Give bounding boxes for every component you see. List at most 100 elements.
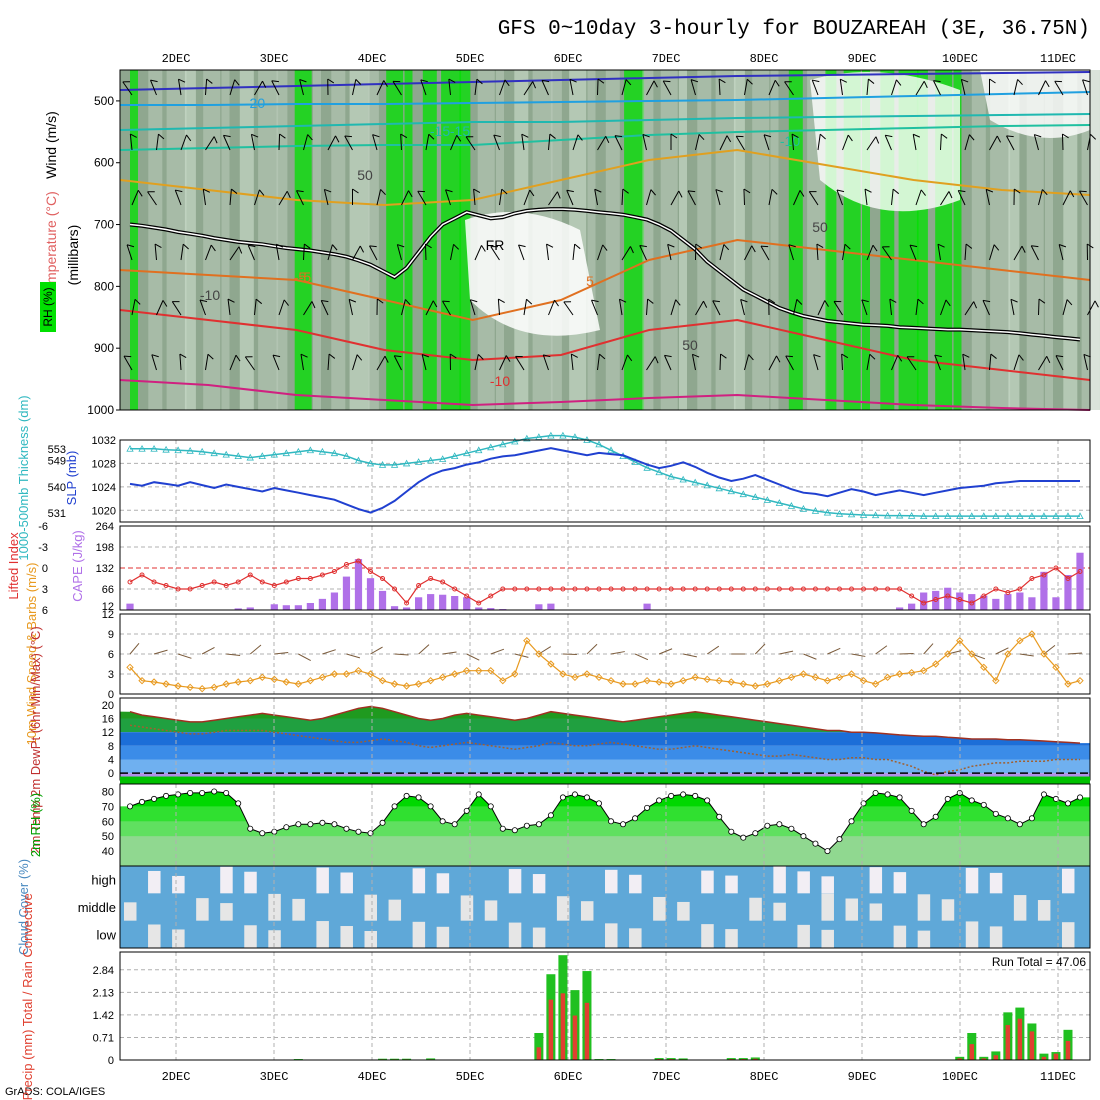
wind-barb — [274, 652, 289, 655]
wind-barb — [909, 244, 918, 261]
rh-shading — [386, 70, 404, 410]
wind-barb-shaft — [154, 244, 157, 261]
wind-barb — [1061, 133, 1069, 151]
wind-barb-shaft — [791, 134, 794, 151]
cape-bar — [282, 605, 290, 610]
wind-barb-flag — [917, 298, 924, 305]
wind-barb — [229, 354, 241, 371]
rh-marker — [487, 803, 494, 810]
date-label-bottom: 10DEC — [942, 1070, 978, 1084]
li-marker — [440, 579, 446, 585]
wind-barb-flag — [348, 298, 357, 303]
wind-barb-shaft — [303, 243, 305, 261]
wind-barb-shaft — [542, 354, 549, 371]
wind-barb-flag — [425, 243, 432, 249]
wind-speed-marker — [1028, 630, 1036, 638]
rh-marker — [343, 825, 350, 832]
wind-barb-flag — [276, 243, 284, 248]
wind-barb — [474, 245, 486, 261]
wind-barb-flag — [663, 80, 671, 83]
wind-barb-flag — [864, 188, 872, 193]
slp-tick-label: 1028 — [92, 458, 116, 470]
wind-barb — [851, 653, 866, 657]
wind-barb — [634, 653, 649, 661]
wind-barb-shaft — [474, 79, 478, 96]
wind-barb — [521, 133, 529, 151]
rh-tick-label: 70 — [102, 801, 114, 813]
wind-barb-flag — [933, 80, 941, 83]
wind-barb-shaft — [740, 299, 745, 316]
wind-barb-flag — [355, 79, 362, 85]
thickness-marker — [595, 440, 603, 448]
wind-barb-flag — [554, 299, 559, 307]
precip-convective-bar — [1005, 1025, 1011, 1060]
wind-barb-flag — [251, 133, 259, 138]
wind-barb — [1013, 354, 1024, 371]
rh-shading — [788, 70, 803, 410]
wind-barb-flag — [920, 189, 926, 196]
wind-barb — [201, 646, 215, 655]
wind-barb — [542, 354, 551, 371]
wind-barb — [841, 353, 849, 371]
wind-barb-shaft — [719, 353, 722, 371]
wind-barb — [619, 298, 627, 316]
wind-barb — [1038, 80, 1050, 96]
cloud-fill — [292, 898, 305, 921]
precip-convective-bar — [1017, 1018, 1023, 1060]
rh-shading — [331, 70, 346, 410]
wind-barb — [420, 79, 428, 96]
wind-barb — [933, 80, 941, 96]
wind-barb — [891, 354, 903, 371]
wind-barb-shaft — [303, 134, 309, 151]
wind-barb — [179, 353, 187, 371]
wind-barb-shaft — [493, 134, 500, 151]
cape-bar — [487, 608, 495, 610]
thickness-marker — [703, 481, 711, 489]
wind-barb-flag — [748, 354, 754, 361]
wind-barb-flag — [307, 134, 313, 141]
wind-barb — [995, 647, 1009, 655]
rh-marker — [559, 794, 566, 801]
rh-marker — [752, 830, 759, 837]
wind-barb-flag — [172, 301, 180, 303]
wind-barb — [548, 191, 561, 206]
wind-speed-marker — [475, 666, 483, 675]
wind-barb — [842, 243, 851, 261]
precip-panel: 0 0.71 1.42 2.13 2.84 Run Total = 47.06 3hr Pr… — [20, 893, 1091, 1100]
li-marker — [969, 600, 975, 606]
wind-barb-flag — [541, 79, 550, 83]
date-label-top: 9DEC — [848, 52, 877, 66]
wind-barb — [272, 354, 281, 371]
wind-barb — [344, 135, 353, 151]
wind-barb-flag — [328, 353, 336, 359]
wind-barb-flag — [1046, 356, 1051, 364]
pressure-tick-label: 800 — [94, 279, 114, 293]
wind-barb-flag — [380, 189, 386, 196]
li-marker — [1065, 576, 1071, 581]
wind-barb — [670, 299, 681, 316]
rh-marker — [211, 788, 218, 795]
wind-barb-shaft — [1013, 245, 1023, 261]
wind-barb-flag — [505, 355, 511, 362]
li-marker — [740, 586, 746, 592]
wind-barb — [788, 244, 796, 261]
wind-barb — [884, 134, 893, 151]
wind-barb — [763, 134, 772, 151]
wind-barb — [712, 300, 721, 316]
li-marker — [223, 583, 229, 588]
li-marker — [993, 586, 999, 592]
thickness-marker — [932, 512, 940, 520]
cape-tick-label: 264 — [96, 521, 114, 533]
wind-barb — [174, 189, 183, 206]
date-label-top: 4DEC — [358, 52, 387, 66]
rh-shading — [367, 70, 379, 410]
wind-barb-shaft — [861, 299, 868, 316]
wind-barb-flag — [993, 244, 1000, 251]
wind-barb-flag — [889, 298, 897, 303]
wind-barb-flag — [751, 245, 756, 253]
cape-bar — [643, 603, 651, 610]
cape-bar — [1052, 597, 1060, 610]
wind-barb-flag — [678, 190, 683, 198]
wind-barb-flag — [286, 191, 291, 199]
thickness-marker — [294, 447, 303, 455]
